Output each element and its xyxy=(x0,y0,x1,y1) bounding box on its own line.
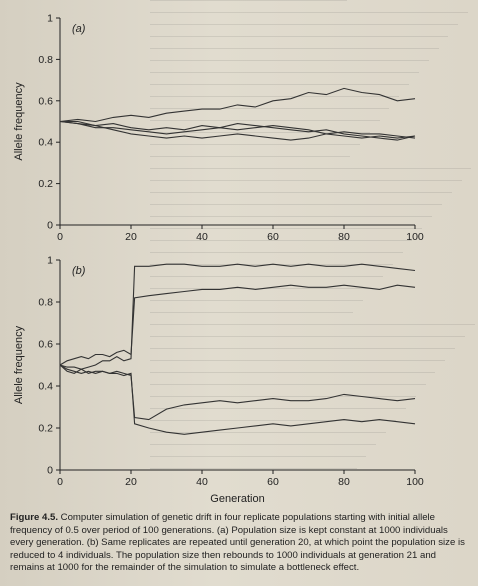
x-axis-label: Generation xyxy=(210,493,264,505)
y-tick-label: 0.2 xyxy=(38,178,53,190)
figure-chart: 00.20.40.60.810 20 40 60 80 100(a)Allele freq… xyxy=(13,13,424,506)
x-tick-label: 80 xyxy=(338,231,350,243)
y-tick-label: 0.4 xyxy=(38,137,53,149)
x-tick-label: 100 xyxy=(406,476,424,488)
x-tick-label: 60 xyxy=(267,231,279,243)
y-tick-label: 0 xyxy=(47,465,53,477)
y-tick-label: 0.6 xyxy=(38,95,53,107)
series-line-4 xyxy=(59,364,416,435)
x-tick-label: 100 xyxy=(406,231,424,243)
series-line-3 xyxy=(59,120,416,139)
x-tick-label: 80 xyxy=(338,476,350,488)
panel-b: 0 0.2 0.4 0.6 0.8 1 0 20 40 60 80 100 (b) Allele freq… xyxy=(13,255,424,506)
x-tick-label: 20 xyxy=(125,231,137,243)
panel-label: (a) xyxy=(72,23,86,35)
y-tick-label: 1 xyxy=(47,255,53,267)
figure-caption: Figure 4.5. Computer simulation of genet… xyxy=(10,512,472,575)
series-line-2 xyxy=(59,284,416,366)
series-line-1 xyxy=(59,263,416,370)
y-tick-label: 0.8 xyxy=(38,54,53,66)
x-tick-label: 40 xyxy=(196,231,208,243)
series-line-1 xyxy=(59,87,416,123)
panel-label: (b) xyxy=(72,265,86,277)
figure-number: Figure 4.5. xyxy=(10,512,58,523)
x-tick-label: 0 xyxy=(57,231,63,243)
panel-a: 0 0.2 0.4 0.6 0.8 1 0 20 40 60 80 100 (a) Allele freq… xyxy=(13,13,424,244)
y-tick-label: 1 xyxy=(47,13,53,25)
x-tick-label: 0 xyxy=(57,476,63,488)
y-axis-label: Allele frequency xyxy=(13,82,25,161)
y-tick-label: 0.6 xyxy=(38,339,53,351)
x-tick-label: 40 xyxy=(196,476,208,488)
x-tick-label: 60 xyxy=(267,476,279,488)
y-tick-label: 0 xyxy=(47,220,53,232)
x-tick-label: 20 xyxy=(125,476,137,488)
caption-text: Computer simulation of genetic drift in … xyxy=(10,512,465,574)
y-tick-label: 0.2 xyxy=(38,423,53,435)
series-line-2 xyxy=(59,120,416,141)
series-line-4 xyxy=(60,120,416,141)
y-axis-label: Allele frequency xyxy=(13,325,25,404)
y-tick-label: 0.4 xyxy=(38,381,53,393)
y-tick-label: 0.8 xyxy=(38,297,53,309)
